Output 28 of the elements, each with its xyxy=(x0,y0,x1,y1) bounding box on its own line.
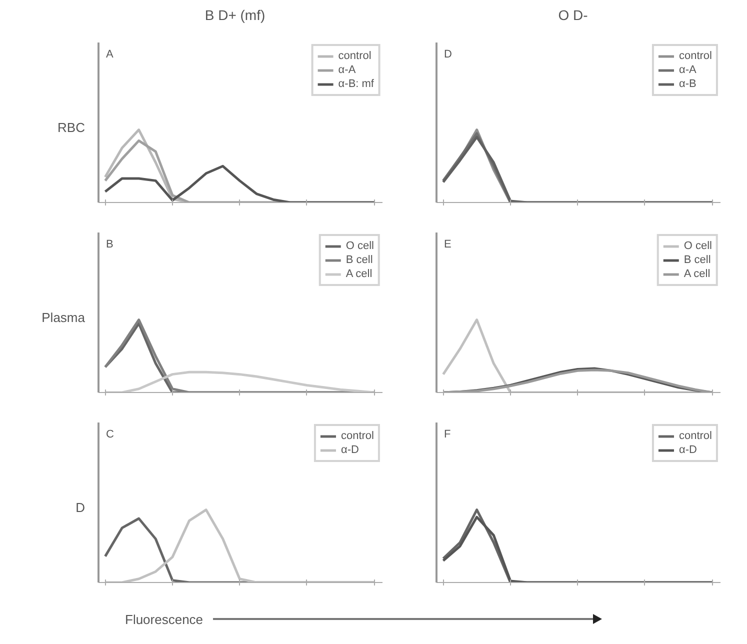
y-axis-title: RBC xyxy=(58,119,85,137)
legend-label: control xyxy=(338,50,372,62)
legend-label: B cell xyxy=(346,254,373,266)
legend-label: α-D xyxy=(678,444,698,456)
legend-label: control xyxy=(678,50,712,62)
x-axis-title: Fluorescence xyxy=(125,612,204,627)
legend-label: control xyxy=(678,430,712,442)
legend-label: α-A xyxy=(678,64,698,76)
chart-title: A xyxy=(106,48,114,61)
y-axis-title: Plasma xyxy=(42,309,85,327)
legend-label: B cell xyxy=(684,254,711,266)
chart-subtitle: O D- xyxy=(558,6,588,25)
legend-label: α-B xyxy=(678,78,698,90)
legend-label: A cell xyxy=(684,268,710,280)
chart-title: F xyxy=(444,428,452,441)
chart-subtitle: B D+ (mf) xyxy=(204,6,266,25)
chart-title: C xyxy=(106,428,114,441)
legend-label: A cell xyxy=(346,268,372,280)
y-axis-title: D xyxy=(76,499,85,517)
legend-label: control xyxy=(340,430,374,442)
legend-label: α-B: mf xyxy=(338,78,374,90)
legend-label: O cell xyxy=(684,240,712,252)
legend-label: α-D xyxy=(340,444,360,456)
legend-label: α-A xyxy=(338,64,357,76)
chart-title: E xyxy=(444,238,452,251)
legend-label: O cell xyxy=(346,240,374,252)
chart-title: D xyxy=(444,48,452,61)
chart-title: B xyxy=(106,238,114,251)
